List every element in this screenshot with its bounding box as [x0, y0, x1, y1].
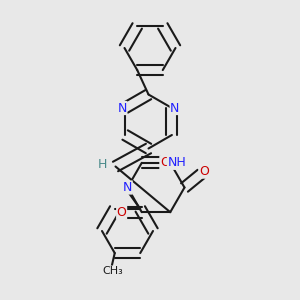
Text: N: N: [170, 101, 180, 115]
Text: CH₃: CH₃: [102, 266, 123, 276]
Text: N: N: [123, 181, 132, 194]
Text: N: N: [117, 101, 127, 115]
Text: H: H: [97, 158, 107, 172]
Text: NH: NH: [167, 156, 186, 169]
Text: O: O: [160, 156, 170, 169]
Text: O: O: [199, 165, 209, 178]
Text: O: O: [117, 206, 127, 219]
